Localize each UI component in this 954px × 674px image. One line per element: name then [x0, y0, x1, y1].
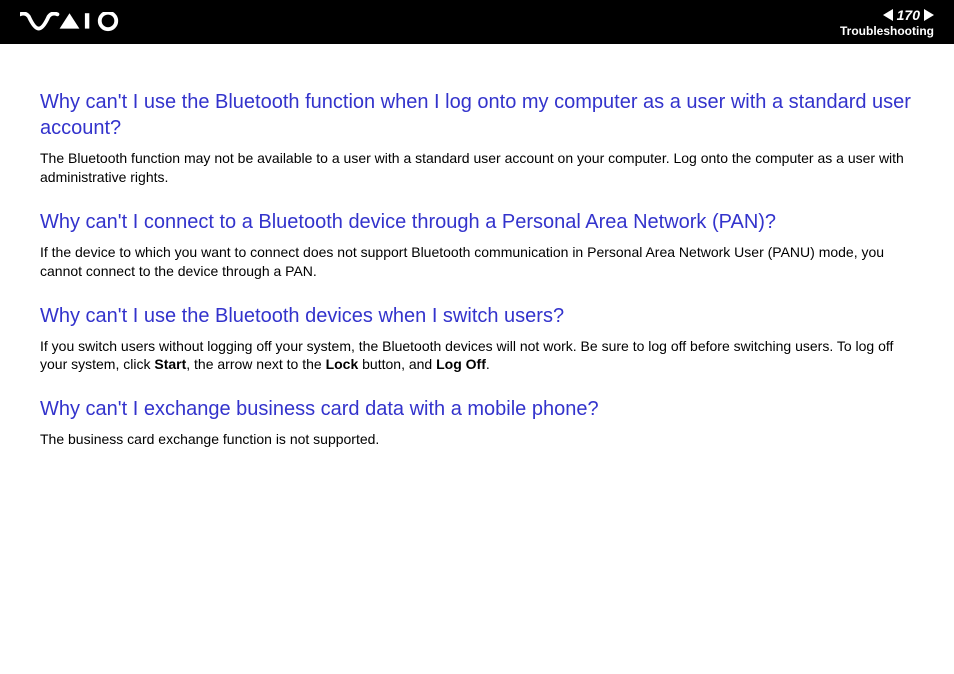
nav-prev-icon[interactable] — [883, 9, 893, 21]
faq-heading: Why can't I connect to a Bluetooth devic… — [40, 209, 914, 235]
header-right: 170 Troubleshooting — [840, 7, 934, 38]
body-text-segment: If the device to which you want to conne… — [40, 244, 884, 279]
body-text-segment: , the arrow next to the — [186, 356, 325, 372]
bold-term: Lock — [326, 356, 359, 372]
section-label: Troubleshooting — [840, 24, 934, 38]
faq-heading: Why can't I use the Bluetooth function w… — [40, 89, 914, 141]
bold-term: Log Off — [436, 356, 486, 372]
nav-next-icon[interactable] — [924, 9, 934, 21]
body-text-segment: The Bluetooth function may not be availa… — [40, 150, 904, 185]
page-header: 170 Troubleshooting — [0, 0, 954, 44]
faq-heading: Why can't I exchange business card data … — [40, 396, 914, 422]
faq-body: If the device to which you want to conne… — [40, 243, 914, 281]
page-number: 170 — [895, 7, 922, 23]
body-text-segment: The business card exchange function is n… — [40, 431, 379, 447]
body-text-segment: . — [486, 356, 490, 372]
vaio-logo — [20, 12, 130, 32]
faq-body: The business card exchange function is n… — [40, 430, 914, 449]
bold-term: Start — [154, 356, 186, 372]
body-text-segment: button, and — [358, 356, 436, 372]
faq-body: If you switch users without logging off … — [40, 337, 914, 375]
page-content: Why can't I use the Bluetooth function w… — [0, 44, 954, 491]
page-nav: 170 — [883, 7, 934, 23]
faq-body: The Bluetooth function may not be availa… — [40, 149, 914, 187]
faq-heading: Why can't I use the Bluetooth devices wh… — [40, 303, 914, 329]
